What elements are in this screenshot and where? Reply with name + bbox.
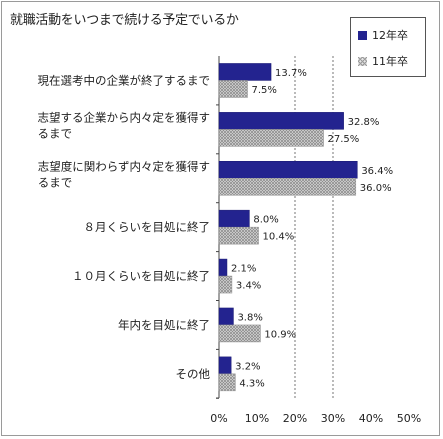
bar-11 xyxy=(218,80,248,98)
legend-label-11: 11年卒 xyxy=(372,55,408,68)
x-tick-label: 30% xyxy=(321,412,345,425)
bar-11 xyxy=(218,226,259,245)
bar-12 xyxy=(218,63,272,81)
bar-11 xyxy=(218,275,233,294)
data-label-11: 3.4% xyxy=(236,281,261,292)
bar-12 xyxy=(218,209,250,228)
data-label-11: 10.9% xyxy=(264,329,296,340)
data-label-12: 8.0% xyxy=(253,215,278,226)
x-tick-label: 20% xyxy=(283,412,307,425)
bar-11 xyxy=(218,324,261,343)
data-label-12: 13.7% xyxy=(275,68,307,79)
category-label: ８月くらいを目処に終了 xyxy=(84,220,211,234)
data-label-12: 36.4% xyxy=(361,166,393,177)
x-tick-label: 0% xyxy=(210,412,227,425)
data-label-11: 7.5% xyxy=(252,85,277,96)
bar-12 xyxy=(218,307,234,326)
category-label: その他 xyxy=(176,367,211,381)
category-label: １０月くらいを目処に終了 xyxy=(72,269,210,283)
x-tick-label: 50% xyxy=(397,412,421,425)
data-label-11: 27.5% xyxy=(328,134,360,145)
data-label-11: 36.0% xyxy=(360,183,392,194)
category-label-line2: るまで xyxy=(38,175,73,189)
category-label: 年内を目処に終了 xyxy=(118,318,210,332)
legend-item-12: 12年卒 xyxy=(358,27,408,43)
legend-swatch-11 xyxy=(358,56,367,66)
data-label-12: 3.2% xyxy=(235,361,260,372)
bar-11 xyxy=(218,373,236,392)
legend-swatch-12 xyxy=(358,30,367,40)
chart-title: 就職活動をいつまで続ける予定でいるか xyxy=(10,13,239,28)
bar-11 xyxy=(218,178,357,196)
category-label: 現在選考中の企業が終了するまで xyxy=(38,73,211,87)
data-label-11: 10.4% xyxy=(263,232,295,243)
bar-12 xyxy=(218,161,358,179)
category-label-line2: るまで xyxy=(38,126,73,140)
x-tick-label: 10% xyxy=(245,412,269,425)
legend-item-11: 11年卒 xyxy=(358,53,408,69)
x-tick-label: 40% xyxy=(359,412,383,425)
data-label-11: 4.3% xyxy=(239,378,264,389)
bar-12 xyxy=(218,356,232,375)
data-label-12: 2.1% xyxy=(231,264,256,275)
category-label: 志望度に関わらず内々定を獲得す xyxy=(38,159,210,173)
data-label-12: 3.8% xyxy=(237,312,262,323)
chart-legend: 12年卒 11年卒 xyxy=(350,17,426,77)
bar-11 xyxy=(218,129,324,147)
legend-label-12: 12年卒 xyxy=(372,29,408,42)
bar-12 xyxy=(218,258,228,277)
data-label-12: 32.8% xyxy=(348,117,380,128)
bar-12 xyxy=(218,112,344,130)
category-label: 志望する企業から内々定を獲得す xyxy=(38,110,211,124)
